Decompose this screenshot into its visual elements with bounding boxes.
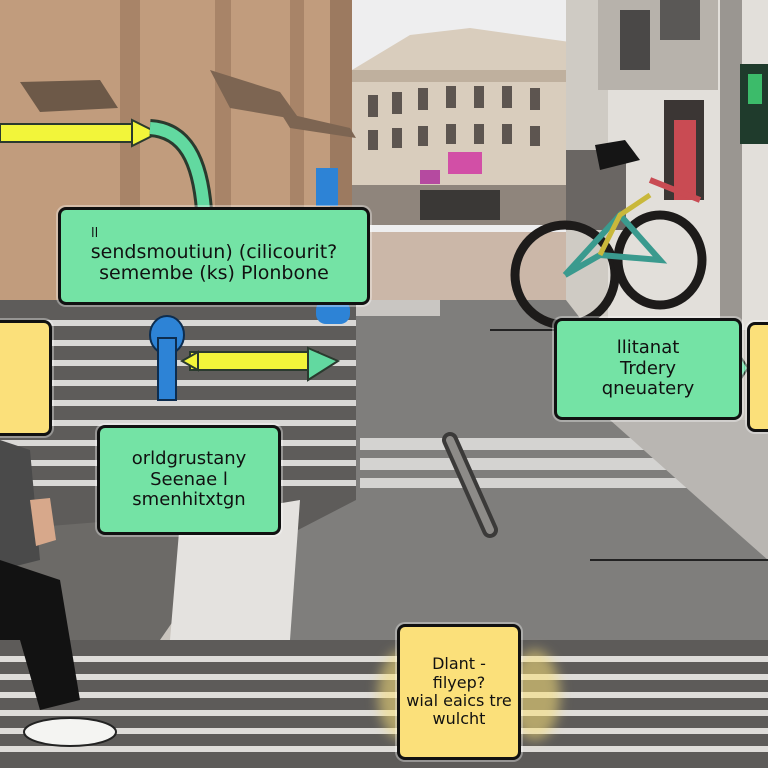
callout-top-left: ll sendsmoutiun) (cilicourit? semembe (k… xyxy=(58,207,370,305)
callout-line: Dlant - xyxy=(432,654,486,674)
callout-line: sendsmoutiun) (cilicourit? xyxy=(90,240,338,263)
callout-line: ll xyxy=(91,225,99,241)
callout-bottom: Dlant - filyep? wial eaics tre wulcht xyxy=(397,624,521,760)
callout-right: llitanat Trdery qneuatery xyxy=(554,318,742,420)
callout-line: smenhitxtgn xyxy=(132,489,246,511)
callout-left-edge xyxy=(0,320,52,436)
callout-line: wulcht xyxy=(432,709,486,729)
callout-right-edge xyxy=(747,322,768,432)
seated-person xyxy=(0,440,117,747)
callout-line: orldgrustany xyxy=(131,447,247,469)
arrows xyxy=(0,118,750,401)
callout-line: wial eaics tre xyxy=(406,691,512,710)
callout-line: semembe (ks) Plonbone xyxy=(99,262,329,285)
callout-line: qneuatery xyxy=(601,378,695,400)
callout-mid-left: orldgrustany Seenae l smenhitxtgn xyxy=(97,425,281,535)
callout-line: llitanat xyxy=(616,336,680,358)
distant-building xyxy=(352,28,572,225)
callout-line: Trdery xyxy=(620,357,676,379)
callout-line: filyep? xyxy=(432,672,486,692)
callout-line: Seenae l xyxy=(150,468,228,490)
right-building xyxy=(566,0,768,330)
